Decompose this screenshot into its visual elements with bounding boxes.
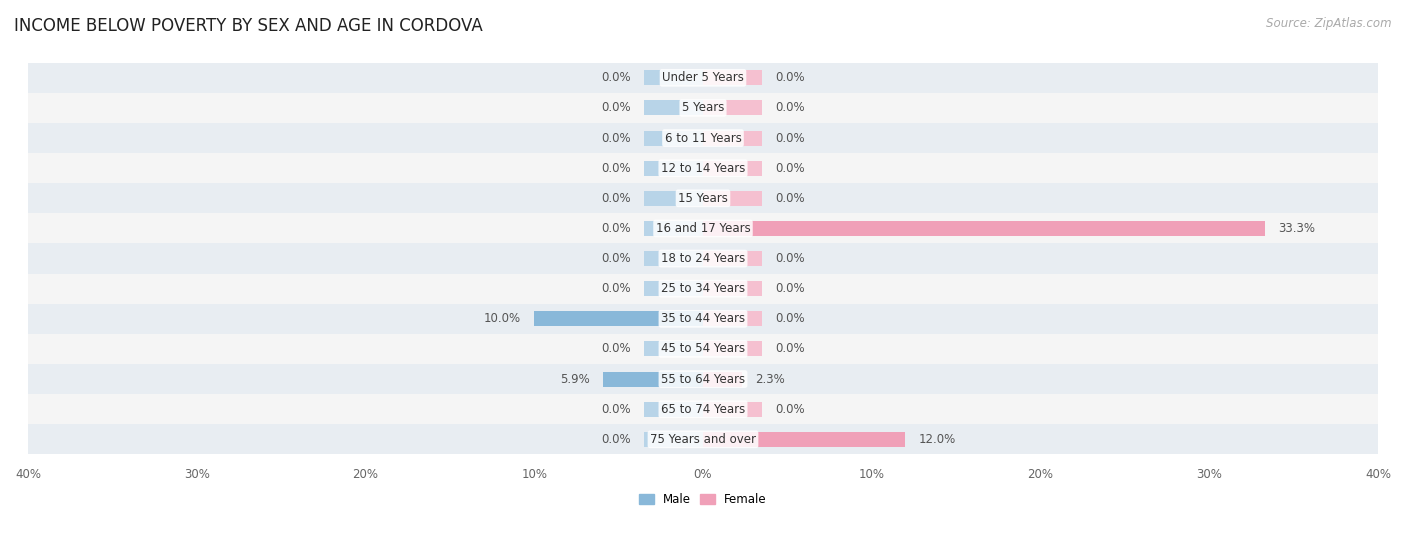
Bar [28,394,1378,424]
Text: 2.3%: 2.3% [755,372,785,386]
Text: 0.0%: 0.0% [776,131,806,145]
Text: 25 to 34 Years: 25 to 34 Years [661,282,745,295]
Text: INCOME BELOW POVERTY BY SEX AND AGE IN CORDOVA: INCOME BELOW POVERTY BY SEX AND AGE IN C… [14,17,482,35]
Bar [703,191,762,206]
Text: 0.0%: 0.0% [776,192,806,205]
Bar [644,402,703,416]
Bar [703,251,762,266]
Text: 0.0%: 0.0% [776,282,806,295]
Bar [644,281,703,296]
Bar [644,70,703,86]
Text: Source: ZipAtlas.com: Source: ZipAtlas.com [1267,17,1392,30]
Text: 15 Years: 15 Years [678,192,728,205]
Text: 45 to 54 Years: 45 to 54 Years [661,343,745,356]
Bar [28,153,1378,183]
Bar [28,63,1378,93]
Bar [603,372,703,387]
Bar [703,372,742,387]
Bar [28,334,1378,364]
Text: 0.0%: 0.0% [600,433,630,446]
Text: 0.0%: 0.0% [600,252,630,265]
Bar [644,342,703,357]
Text: 0.0%: 0.0% [600,343,630,356]
Text: 0.0%: 0.0% [600,101,630,115]
Bar [703,432,905,447]
Text: 0.0%: 0.0% [776,402,806,416]
Text: 0.0%: 0.0% [776,252,806,265]
Bar [28,364,1378,394]
Bar [703,342,762,357]
Text: 0.0%: 0.0% [776,162,806,174]
Bar [28,183,1378,214]
Bar [28,424,1378,454]
Text: Under 5 Years: Under 5 Years [662,72,744,84]
Bar [28,304,1378,334]
Bar [644,432,703,447]
Bar [644,130,703,145]
Text: 16 and 17 Years: 16 and 17 Years [655,222,751,235]
Bar [703,130,762,145]
Bar [28,244,1378,273]
Bar [644,101,703,116]
Text: 12.0%: 12.0% [920,433,956,446]
Text: 0.0%: 0.0% [600,402,630,416]
Bar [703,70,762,86]
Text: 10.0%: 10.0% [484,312,520,325]
Bar [703,281,762,296]
Text: 0.0%: 0.0% [776,343,806,356]
Bar [28,214,1378,244]
Text: 6 to 11 Years: 6 to 11 Years [665,131,741,145]
Bar [534,311,703,326]
Text: 12 to 14 Years: 12 to 14 Years [661,162,745,174]
Bar [644,251,703,266]
Bar [28,273,1378,304]
Text: 55 to 64 Years: 55 to 64 Years [661,372,745,386]
Bar [28,123,1378,153]
Legend: Male, Female: Male, Female [634,489,772,511]
Text: 0.0%: 0.0% [600,282,630,295]
Text: 0.0%: 0.0% [600,192,630,205]
Text: 0.0%: 0.0% [776,101,806,115]
Bar [28,93,1378,123]
Text: 5.9%: 5.9% [560,372,591,386]
Text: 33.3%: 33.3% [1278,222,1316,235]
Text: 65 to 74 Years: 65 to 74 Years [661,402,745,416]
Bar [703,101,762,116]
Bar [703,221,1265,236]
Bar [644,191,703,206]
Text: 0.0%: 0.0% [600,72,630,84]
Text: 0.0%: 0.0% [600,162,630,174]
Bar [703,160,762,176]
Text: 18 to 24 Years: 18 to 24 Years [661,252,745,265]
Bar [703,311,762,326]
Text: 0.0%: 0.0% [776,72,806,84]
Text: 0.0%: 0.0% [776,312,806,325]
Text: 0.0%: 0.0% [600,131,630,145]
Text: 0.0%: 0.0% [600,222,630,235]
Text: 35 to 44 Years: 35 to 44 Years [661,312,745,325]
Text: 5 Years: 5 Years [682,101,724,115]
Bar [644,221,703,236]
Text: 75 Years and over: 75 Years and over [650,433,756,446]
Bar [703,402,762,416]
Bar [644,160,703,176]
